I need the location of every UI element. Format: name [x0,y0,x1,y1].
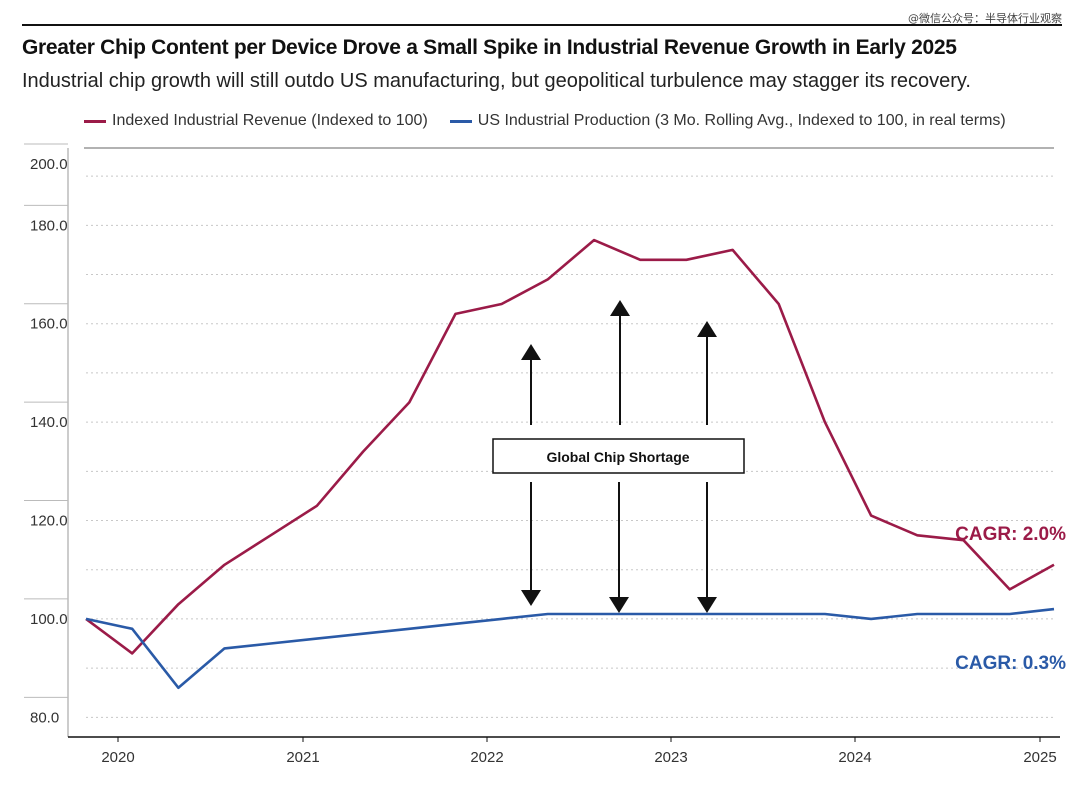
y-tick-label: 160.0 [30,316,68,333]
watermark: @微信公众号：半导体行业观察 [908,12,1062,25]
y-tick-label: 180.0 [30,217,68,234]
chart-title: Greater Chip Content per Device Drove a … [22,36,957,59]
x-tick-label: 2022 [470,749,503,766]
y-tick-label: 100.0 [30,611,68,628]
shortage-label: Global Chip Shortage [546,449,689,465]
legend-swatch-production [449,119,472,123]
legend-item-production: US Industrial Production (3 Mo. Rolling … [449,112,1006,130]
cagr-revenue-label: CAGR: 2.0% [955,524,1066,545]
legend-label-revenue: Indexed Industrial Revenue (Indexed to 1… [112,112,428,129]
chart-subtitle: Industrial chip growth will still outdo … [22,70,971,92]
x-tick-label: 2020 [101,749,134,766]
x-tick-label: 2023 [654,749,687,766]
shortage-box [492,438,745,474]
y-tick-label: 140.0 [30,414,68,431]
legend-item-revenue: Indexed Industrial Revenue (Indexed to 1… [84,112,428,130]
legend-label-production: US Industrial Production (3 Mo. Rolling … [477,112,1006,129]
top-rule [22,24,1062,26]
x-tick-label: 2025 [1023,749,1056,766]
x-tick-label: 2024 [838,749,871,766]
y-tick-label: 120.0 [30,513,68,530]
y-tick-label: 200.0 [30,156,68,173]
legend-swatch-revenue [84,119,106,123]
series-line-production [85,607,1055,690]
y-tick-label: 80.0 [30,709,59,726]
x-tick-label: 2021 [286,749,319,766]
series-line-revenue [85,238,1055,655]
legend: Indexed Industrial Revenue (Indexed to 1… [84,112,1006,130]
cagr-production-label: CAGR: 0.3% [955,653,1066,674]
